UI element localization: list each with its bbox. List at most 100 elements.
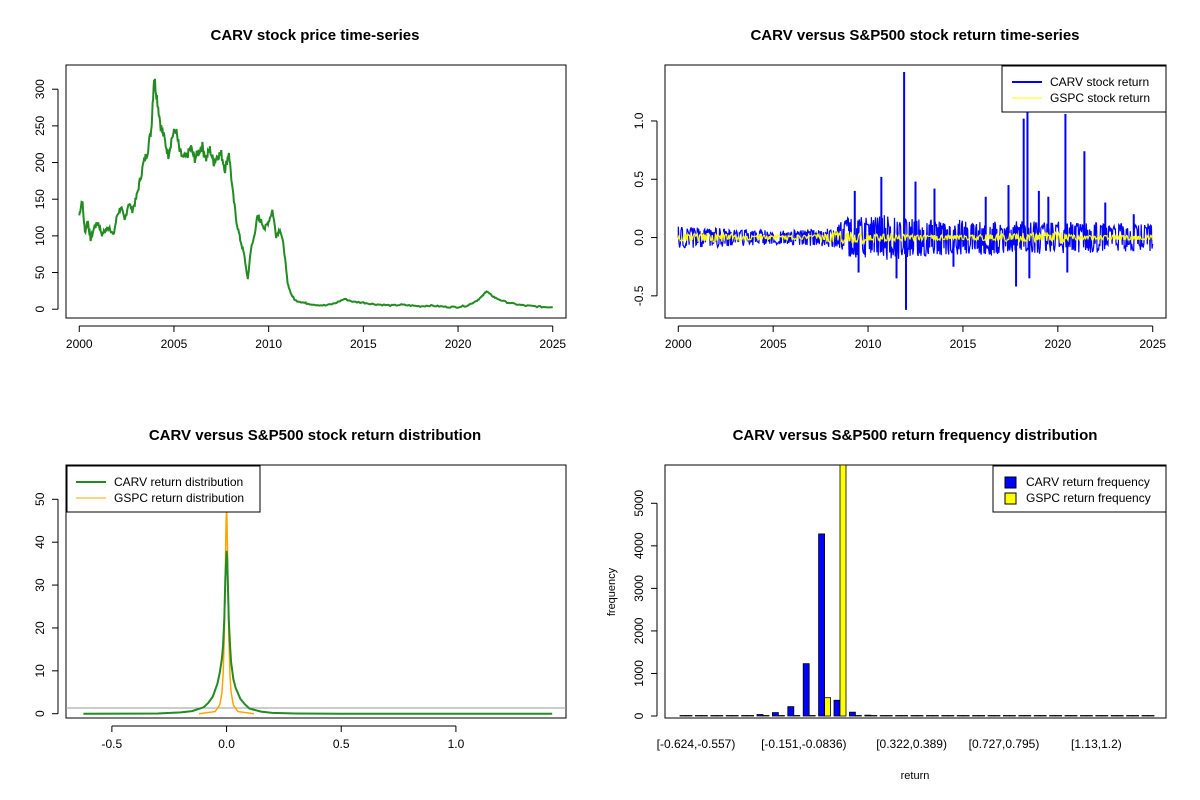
carv-frequency-bar — [895, 715, 902, 717]
density-y-tick-label: 30 — [33, 578, 47, 592]
price-y-tick-label: 150 — [33, 189, 47, 209]
carv-frequency-bar — [1003, 715, 1010, 717]
price-y-tick-label: 0 — [33, 306, 47, 313]
gspc-frequency-bar — [855, 715, 862, 717]
density-y-tick-label: 40 — [33, 535, 47, 549]
gspc-frequency-bar — [962, 715, 970, 717]
carv-frequency-bar — [1095, 715, 1103, 717]
gspc-frequency-bar — [824, 697, 831, 717]
carv-frequency-bar — [864, 714, 872, 717]
panel-price-y-axis: 0 50 100 150 200 250 300 — [33, 79, 59, 313]
carv-frequency-bar — [1080, 715, 1087, 717]
carv-frequency-bar — [926, 715, 933, 717]
frequency-x-tick-label: [0.322,0.389) — [876, 737, 947, 751]
price-x-tick-label: 2010 — [255, 337, 282, 351]
returns-x-tick-label: 2005 — [760, 337, 787, 351]
gspc-frequency-bar — [747, 715, 754, 717]
price-x-tick-label: 2025 — [539, 337, 566, 351]
panel-density: CARV versus S&P500 stock return distribu… — [33, 427, 567, 751]
density-y-tick-label: 10 — [33, 664, 47, 678]
price-x-tick-label: 2020 — [445, 337, 472, 351]
returns-x-tick-label: 2010 — [855, 337, 882, 351]
price-x-tick-label: 2000 — [66, 337, 93, 351]
panel-price: CARV stock price time-series 2000 2005 201… — [33, 27, 567, 351]
gspc-frequency-bar — [808, 715, 816, 717]
gspc-frequency-bar — [1101, 715, 1109, 717]
gspc-frequency-bar — [716, 715, 724, 717]
density-x-tick-label: 0.0 — [218, 737, 235, 751]
carv-frequency-bar — [910, 715, 918, 717]
panel-frequency-y-axis: 0 1000 2000 3000 4000 5000 — [632, 490, 658, 719]
gspc-frequency-bar — [1086, 715, 1093, 717]
carv-frequency-bar — [1064, 715, 1072, 717]
price-y-tick-label: 300 — [33, 79, 47, 99]
frequency-y-tick-label: 5000 — [632, 490, 646, 517]
panel-frequency-legend: CARV return frequency GSPC return freque… — [992, 465, 1167, 513]
gspc-frequency-bar — [1039, 715, 1047, 717]
carv-frequency-bar — [772, 712, 779, 717]
frequency-x-axis-title: return — [901, 770, 930, 782]
gspc-frequency-bar — [793, 715, 801, 717]
gspc-frequency-bar — [1147, 715, 1155, 717]
gspc-frequency-bar — [1055, 715, 1062, 717]
carv-frequency-bar — [1049, 715, 1056, 717]
panel-price-frame — [65, 64, 567, 319]
gspc-return-trace — [677, 230, 1154, 246]
panel-returns-frame — [664, 64, 1167, 319]
frequency-y-tick-label: 1000 — [632, 660, 646, 687]
frequency-bars — [679, 464, 1155, 717]
carv-frequency-bar — [972, 715, 979, 717]
carv-frequency-bar — [725, 715, 733, 717]
returns-x-tick-label: 2015 — [950, 337, 977, 351]
panel-density-frame — [65, 464, 567, 719]
panel-density-legend: CARV return distribution GSPC return dis… — [66, 465, 261, 513]
carv-frequency-bar — [1141, 715, 1149, 717]
panel-price-title: CARV stock price time-series — [211, 27, 420, 44]
gspc-frequency-bar — [978, 715, 985, 717]
carv-return-series — [677, 71, 1154, 310]
panel-frequency: CARV versus S&P500 return frequency dist… — [606, 427, 1167, 782]
density-y-tick-label: 50 — [33, 492, 47, 506]
legend-label-gspc-frequency: GSPC return frequency — [1026, 491, 1151, 505]
legend-box — [992, 465, 1167, 513]
carv-frequency-bar — [787, 706, 795, 717]
carv-frequency-bar — [1033, 715, 1041, 717]
gspc-frequency-bar — [916, 715, 924, 717]
density-y-tick-label: 0 — [33, 710, 47, 717]
panel-returns: CARV versus S&P500 stock return time-ser… — [632, 27, 1167, 351]
gspc-frequency-bar — [1024, 715, 1032, 717]
carv-frequency-bar — [710, 715, 718, 717]
gspc-frequency-bar — [932, 715, 939, 717]
panel-frequency-x-axis: [-0.624,-0.557) [-0.151,-0.0836) [0.322,0.… — [657, 737, 1122, 751]
density-x-tick-label: 0.5 — [333, 737, 350, 751]
carv-frequency-bar — [833, 699, 841, 717]
frequency-x-tick-label: [1.13,1.2) — [1071, 737, 1122, 751]
panel-density-title: CARV versus S&P500 stock return distribu… — [149, 427, 481, 444]
panel-density-y-axis: 0 10 20 30 40 50 — [33, 492, 59, 717]
price-x-tick-label: 2015 — [350, 337, 377, 351]
carv-frequency-bar — [987, 715, 995, 717]
gspc-density-line — [198, 507, 255, 715]
gspc-frequency-bar — [685, 715, 693, 717]
legend-label-gspc-return: GSPC stock return — [1050, 91, 1150, 105]
returns-x-tick-label: 2020 — [1044, 337, 1071, 351]
frequency-y-tick-label: 2000 — [632, 617, 646, 644]
carv-frequency-bar — [802, 663, 810, 717]
returns-y-tick-label: -0.5 — [632, 285, 646, 306]
carv-frequency-bar — [1018, 715, 1026, 717]
frequency-y-tick-label: 4000 — [632, 532, 646, 559]
frequency-x-tick-label: [0.727,0.795) — [969, 737, 1040, 751]
legend-key-gspc-frequency — [1004, 492, 1017, 505]
legend-label-carv-frequency: CARV return frequency — [1026, 475, 1150, 489]
frequency-x-tick-label: [-0.624,-0.557) — [657, 737, 736, 751]
legend-label-gspc-density: GSPC return distribution — [114, 491, 244, 505]
density-x-tick-label: 1.0 — [448, 737, 465, 751]
gspc-frequency-bar — [870, 715, 878, 717]
panel-density-x-axis: -0.5 0.0 0.5 1.0 — [102, 725, 465, 751]
frequency-y-tick-label: 3000 — [632, 575, 646, 602]
panel-returns-legend: CARV stock return GSPC stock return — [1001, 65, 1167, 113]
panel-returns-title: CARV versus S&P500 stock return time-ser… — [750, 27, 1079, 44]
gspc-frequency-bar — [993, 715, 1001, 717]
gspc-frequency-bar — [701, 715, 708, 717]
